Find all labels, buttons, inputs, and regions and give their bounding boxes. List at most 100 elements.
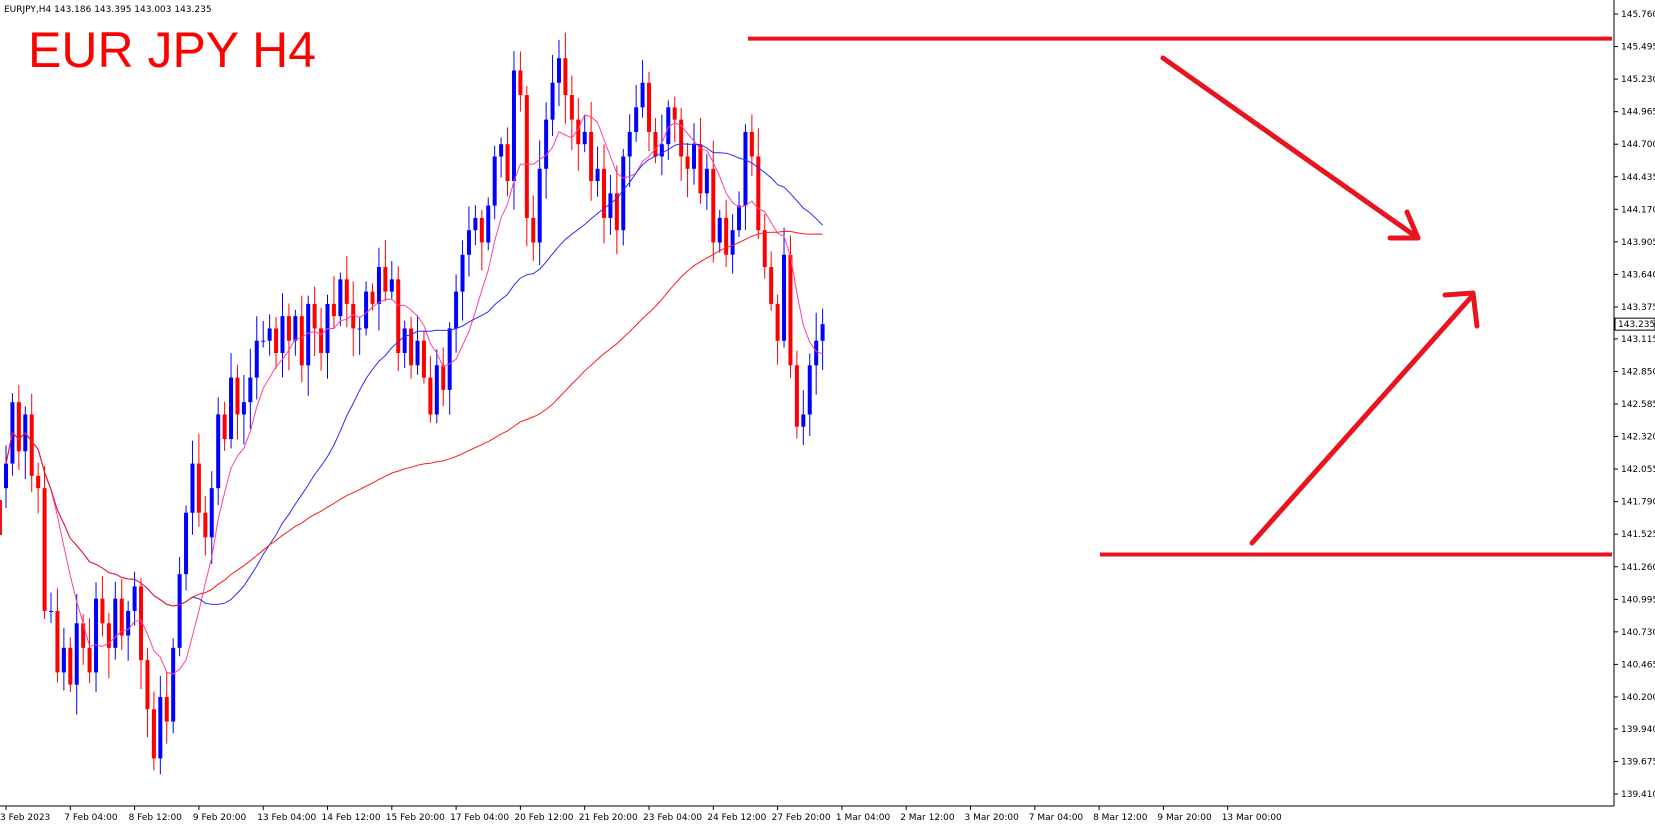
y-tick-label: 144.700 [1621, 140, 1655, 150]
bull-candle [704, 168, 709, 194]
bear-candle [653, 131, 658, 157]
current-price-tag: 143.235 [1614, 317, 1655, 331]
bear-candle [55, 610, 60, 673]
x-tick-label: 20 Feb 12:00 [514, 813, 573, 823]
bull-candle [61, 647, 66, 673]
bull-candle [556, 58, 561, 83]
bull-candle [171, 647, 176, 722]
x-tick-label: 15 Feb 20:00 [386, 813, 445, 823]
bear-candle [711, 168, 716, 243]
annotations-layer [0, 36, 1612, 557]
bearish-arrow-head [1387, 209, 1421, 241]
bull-candle [267, 328, 272, 341]
bull-candle [454, 291, 459, 329]
bull-candle [595, 168, 600, 182]
bull-candle [280, 316, 285, 354]
bull-candle [94, 598, 99, 673]
bull-candle [582, 131, 587, 145]
bear-candle [16, 402, 21, 452]
bear-candle [383, 267, 388, 292]
y-tick-label: 140.995 [1621, 595, 1655, 605]
y-tick-label: 142.320 [1621, 433, 1655, 443]
bear-candle [788, 254, 793, 366]
bull-candle [666, 107, 671, 145]
bearish-arrow-shaft [1160, 55, 1421, 241]
x-tick-label: 14 Feb 12:00 [322, 813, 381, 823]
bull-candle [254, 340, 259, 378]
bull-candle [627, 131, 632, 157]
bear-candle [794, 365, 799, 427]
bull-candle [248, 377, 253, 403]
bull-candle [801, 414, 806, 427]
x-tick-label: 24 Feb 12:00 [707, 813, 766, 823]
bear-candle [106, 623, 111, 648]
bear-candle [100, 598, 105, 624]
bull-candle [74, 623, 79, 685]
current-price-label: 143.235 [1618, 320, 1655, 330]
bull-candle [814, 340, 819, 366]
bear-candle [164, 696, 169, 722]
bear-candle [563, 58, 568, 96]
bull-candle [216, 414, 221, 489]
y-tick-label: 143.375 [1621, 303, 1655, 313]
bear-candle [344, 279, 349, 304]
x-tick-label: 13 Feb 04:00 [257, 813, 316, 823]
x-tick-label: 27 Feb 20:00 [772, 813, 831, 823]
bull-candle [807, 365, 812, 415]
y-tick-label: 144.435 [1621, 173, 1655, 183]
x-tick-label: 9 Feb 20:00 [193, 813, 247, 823]
bear-candle [151, 709, 156, 759]
bull-candle [177, 574, 182, 648]
bull-candle [537, 168, 542, 243]
bear-candle [331, 303, 336, 317]
bear-candle [479, 217, 484, 243]
bull-candle [621, 156, 626, 231]
bear-candle [274, 328, 279, 354]
bear-candle [531, 217, 536, 243]
bull-candle [717, 217, 722, 243]
y-tick-label: 145.230 [1621, 75, 1655, 85]
bull-candle [209, 488, 214, 538]
bear-candle [139, 586, 144, 661]
x-tick-label: 23 Feb 04:00 [643, 813, 702, 823]
bull-candle [460, 254, 465, 292]
x-tick-label: 13 Mar 00:00 [1222, 813, 1282, 823]
bull-candle [49, 610, 54, 612]
bull-candle [550, 82, 555, 120]
bear-candle [119, 598, 124, 636]
chart-overlay-title: EUR JPY H4 [28, 22, 316, 78]
bull-candle [261, 340, 266, 342]
y-tick-label: 143.640 [1621, 270, 1655, 280]
x-tick-label: 2 Mar 12:00 [900, 813, 955, 823]
bear-candle [576, 119, 581, 145]
bear-candle [601, 168, 606, 218]
bull-candle [434, 365, 439, 415]
bull-candle [737, 205, 742, 231]
y-tick-label: 143.115 [1621, 335, 1655, 345]
y-tick-label: 141.525 [1621, 530, 1655, 540]
bear-candle [81, 623, 86, 648]
bull-candle [511, 70, 516, 182]
bull-candle [126, 610, 131, 636]
bull-candle [447, 328, 452, 390]
bull-candle [415, 340, 420, 366]
bear-candle [235, 377, 240, 415]
moving-averages-layer [5, 114, 823, 675]
y-tick-label: 140.730 [1621, 628, 1655, 638]
x-tick-label: 21 Feb 20:00 [579, 813, 638, 823]
bear-candle [36, 475, 41, 489]
x-tick-label: 17 Feb 04:00 [450, 813, 509, 823]
y-tick-label: 142.055 [1621, 465, 1655, 475]
bull-candle [357, 328, 362, 330]
bear-candle [679, 119, 684, 157]
symbol-info-line: EURJPY,H4 143.186 143.395 143.003 143.23… [4, 5, 212, 15]
current-price-box [1614, 317, 1655, 331]
bear-candle [196, 463, 201, 513]
bear-candle [145, 660, 150, 710]
y-axis-ticks: 145.760 145.495 145.230 144.965 144.700 144.4… [1614, 10, 1655, 800]
y-tick-label: 144.170 [1621, 205, 1655, 215]
bear-candle [647, 82, 651, 132]
x-tick-label: 3 Mar 20:00 [965, 813, 1020, 823]
bull-candle [820, 324, 825, 341]
